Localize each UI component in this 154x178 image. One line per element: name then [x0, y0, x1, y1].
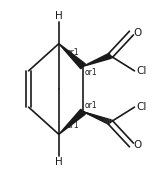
Text: O: O	[133, 28, 141, 38]
Text: or1: or1	[85, 68, 97, 77]
Text: or1: or1	[66, 48, 79, 57]
Text: Cl: Cl	[136, 66, 146, 76]
Text: or1: or1	[85, 101, 97, 110]
Polygon shape	[83, 53, 111, 66]
Text: H: H	[55, 157, 63, 167]
Polygon shape	[59, 109, 85, 134]
Text: O: O	[133, 140, 141, 150]
Text: Cl: Cl	[136, 102, 146, 112]
Polygon shape	[59, 44, 85, 69]
Text: H: H	[55, 11, 63, 21]
Text: or1: or1	[66, 121, 79, 130]
